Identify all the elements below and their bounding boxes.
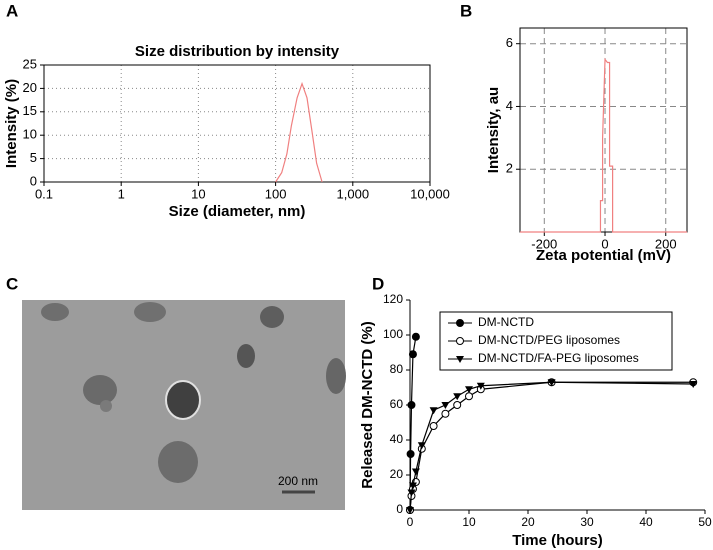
marker (429, 407, 438, 415)
scale-bar-label: 200 nm (278, 474, 318, 488)
marker (441, 409, 450, 418)
y-tick-label: 0 (396, 502, 403, 516)
panel-label: B (460, 1, 472, 20)
chart-title: Size distribution by intensity (135, 43, 340, 60)
y-tick-label: 40 (390, 432, 404, 446)
x-tick-label: -200 (531, 236, 557, 251)
y-axis-label: Intensity, au (485, 87, 502, 173)
series-line (409, 381, 694, 511)
particle (260, 306, 284, 328)
marker (417, 442, 426, 450)
legend-label: DM-NCTD/FA-PEG liposomes (478, 351, 639, 365)
marker (406, 450, 415, 458)
particle (83, 375, 117, 405)
legend-label: DM-NCTD/PEG liposomes (478, 333, 620, 347)
marker (407, 401, 416, 409)
y-tick-label: 15 (23, 103, 37, 118)
y-tick-label: 6 (506, 35, 513, 50)
particle (134, 302, 166, 322)
y-tick-label: 0 (30, 173, 37, 188)
x-axis-label: Size (diameter, nm) (169, 203, 306, 220)
x-tick-label: 0 (601, 236, 608, 251)
panel-label: C (6, 274, 18, 293)
y-tick-label: 25 (23, 56, 37, 71)
legend-marker (456, 356, 464, 363)
marker (453, 401, 462, 409)
y-tick-label: 10 (23, 127, 37, 142)
y-tick-label: 100 (383, 327, 403, 341)
x-tick-label: 10 (462, 515, 476, 529)
marker (689, 381, 698, 388)
marker (407, 489, 416, 497)
y-tick-label: 20 (390, 467, 404, 481)
marker (465, 386, 473, 394)
y-tick-label: 5 (30, 150, 37, 165)
particle (165, 380, 201, 420)
legend-box (439, 311, 673, 371)
y-axis-label: Intensity (%) (3, 79, 20, 168)
x-tick-label: 200 (655, 236, 677, 251)
y-axis-label: Released DM-NCTD (%) (359, 321, 376, 489)
legend-marker (456, 319, 464, 327)
marker (441, 402, 450, 409)
marker (453, 393, 462, 401)
particle (41, 303, 69, 321)
marker (408, 350, 417, 359)
marker (465, 392, 473, 401)
marker (476, 382, 485, 390)
y-tick-label: 60 (390, 397, 404, 411)
x-tick-label: 0 (407, 515, 414, 529)
y-tick-label: 80 (390, 362, 404, 376)
legend-marker (456, 337, 464, 345)
x-tick-label: 10,000 (410, 186, 450, 201)
particle (158, 441, 198, 483)
particle (237, 344, 255, 368)
particle (326, 358, 346, 394)
x-tick-label: 100 (265, 186, 287, 201)
x-tick-label: 1 (118, 186, 125, 201)
x-tick-label: 50 (698, 515, 712, 529)
particle (100, 400, 112, 412)
marker (408, 482, 417, 490)
x-tick-label: 1,000 (337, 186, 370, 201)
marker (406, 507, 414, 514)
y-tick-label: 20 (23, 80, 37, 95)
marker (411, 468, 420, 476)
legend-label: DM-NCTD (478, 315, 534, 329)
panel-label: A (6, 1, 18, 20)
y-tick-label: 2 (506, 161, 513, 176)
panel-label: D (372, 274, 384, 293)
plot-frame (519, 27, 688, 233)
x-tick-label: 10 (191, 186, 205, 201)
x-tick-label: 40 (639, 515, 653, 529)
data-line (275, 81, 323, 183)
marker (411, 332, 420, 341)
tem-image: 200 nm (22, 300, 346, 510)
x-axis-label: Zeta potential (mV) (536, 247, 671, 264)
x-tick-label: 0.1 (35, 186, 53, 201)
series-line (409, 381, 694, 511)
x-tick-label: 20 (521, 515, 535, 529)
y-tick-label: 4 (506, 98, 513, 113)
data-line (520, 57, 687, 233)
y-tick-label: 120 (383, 292, 403, 306)
marker (547, 379, 556, 387)
x-tick-label: 30 (580, 515, 594, 529)
plot-frame (43, 64, 431, 183)
marker (429, 422, 438, 430)
x-axis-label: Time (hours) (512, 532, 603, 549)
